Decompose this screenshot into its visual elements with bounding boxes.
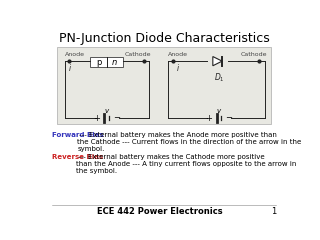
Polygon shape — [213, 57, 222, 66]
Text: v: v — [217, 108, 221, 114]
Text: p: p — [96, 58, 101, 67]
Bar — [90, 57, 123, 66]
Text: Reverse Bias: Reverse Bias — [52, 154, 104, 160]
Text: $D_1$: $D_1$ — [214, 71, 225, 84]
Text: −: − — [226, 114, 233, 123]
Text: −: − — [113, 114, 120, 123]
Text: +: + — [205, 114, 212, 123]
Text: +: + — [93, 114, 100, 123]
Text: v: v — [105, 108, 109, 114]
Text: --- External battery makes the Cathode more positive
than the Anode --- A tiny c: --- External battery makes the Cathode m… — [76, 154, 296, 174]
Text: --- External battery makes the Anode more positive than
the Cathode --- Current : --- External battery makes the Anode mor… — [77, 132, 301, 152]
Text: i: i — [177, 64, 179, 73]
Text: PN-Junction Diode Characteristics: PN-Junction Diode Characteristics — [59, 31, 269, 45]
Text: Anode: Anode — [65, 52, 85, 57]
Bar — [57, 47, 271, 124]
Text: ECE 442 Power Electronics: ECE 442 Power Electronics — [97, 207, 223, 216]
Text: Cathode: Cathode — [124, 52, 151, 57]
Text: Anode: Anode — [168, 52, 188, 57]
Text: Cathode: Cathode — [241, 52, 267, 57]
Text: 1: 1 — [271, 207, 276, 216]
Text: Forward Bias: Forward Bias — [52, 132, 104, 138]
Text: i: i — [68, 64, 70, 73]
Text: n: n — [112, 58, 117, 67]
